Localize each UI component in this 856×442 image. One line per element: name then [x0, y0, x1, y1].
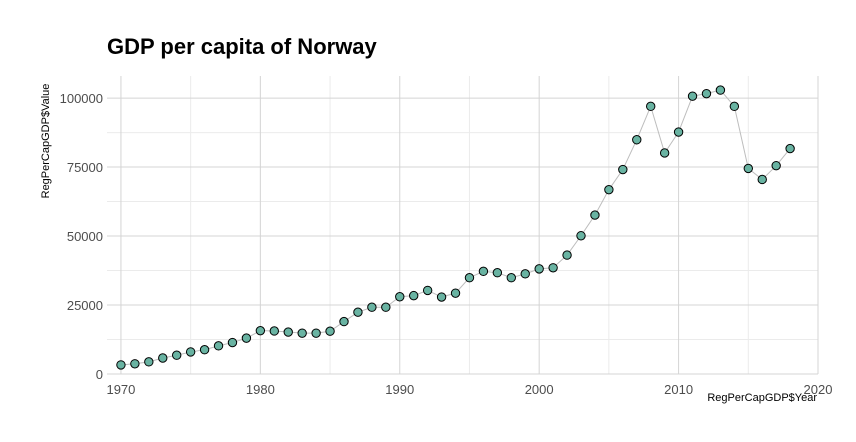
- data-point: [562, 250, 572, 260]
- data-point: [632, 135, 642, 145]
- data-point: [199, 345, 210, 355]
- data-point: [213, 341, 224, 351]
- data-point: [395, 292, 405, 302]
- y-tick-label: 100000: [60, 91, 103, 106]
- data-point: [506, 273, 516, 283]
- y-axis-title: RegPerCapGDP$Value: [40, 84, 52, 199]
- data-point: [255, 325, 266, 336]
- data-point: [520, 269, 530, 279]
- series-path: [120, 89, 791, 366]
- y-tick-label: 25000: [67, 298, 103, 313]
- y-tick-label: 75000: [67, 160, 103, 175]
- data-point: [297, 328, 307, 338]
- data-point: [646, 101, 656, 112]
- data-point: [269, 326, 279, 336]
- data-point: [325, 326, 335, 336]
- grid-major: [107, 76, 819, 375]
- data-point: [673, 127, 684, 137]
- y-tick-label: 0: [96, 367, 103, 382]
- data-point: [185, 347, 196, 357]
- data-point: [172, 350, 182, 360]
- data-point: [367, 302, 377, 312]
- data-points: [116, 85, 795, 370]
- x-axis-ticks: 1970 1980 1990 2000 2010 2020: [106, 382, 832, 397]
- data-point: [436, 292, 447, 302]
- data-point: [464, 273, 475, 283]
- data-point: [715, 85, 726, 95]
- y-axis-ticks: 0 25000 50000 75000 100000: [60, 91, 103, 382]
- data-point: [771, 160, 781, 171]
- data-point: [743, 163, 753, 174]
- data-point: [158, 353, 168, 363]
- data-point: [492, 268, 503, 278]
- x-tick-label: 1980: [246, 382, 275, 397]
- y-tick-label: 50000: [67, 229, 103, 244]
- grid-minor: [107, 76, 818, 374]
- data-point: [701, 88, 712, 99]
- data-point: [785, 143, 795, 154]
- x-tick-label: 1970: [106, 382, 135, 397]
- x-tick-label: 2020: [804, 382, 833, 397]
- data-point: [227, 337, 238, 348]
- data-point: [604, 184, 614, 195]
- data-point: [116, 360, 126, 370]
- data-point: [339, 316, 349, 327]
- data-point: [353, 307, 363, 317]
- data-point: [283, 327, 293, 337]
- data-point: [478, 266, 489, 277]
- chart-title: GDP per capita of Norway: [107, 34, 377, 59]
- data-point: [618, 164, 628, 175]
- data-point: [311, 328, 321, 338]
- data-point: [729, 101, 740, 112]
- x-axis-title: RegPerCapGDP$Year: [707, 392, 817, 404]
- data-point: [130, 359, 140, 369]
- data-point: [241, 333, 252, 343]
- data-point: [576, 231, 586, 241]
- data-point: [422, 285, 433, 296]
- x-tick-label: 1990: [385, 382, 414, 397]
- data-point: [659, 148, 670, 158]
- data-point: [687, 91, 698, 101]
- x-tick-label: 2000: [525, 382, 554, 397]
- data-point: [534, 264, 544, 274]
- data-point: [450, 288, 461, 298]
- data-point: [409, 290, 419, 301]
- data-point: [757, 174, 767, 185]
- data-point: [548, 263, 558, 273]
- series-line: [120, 89, 791, 366]
- x-tick-label: 2010: [664, 382, 693, 397]
- data-point: [144, 357, 154, 367]
- data-point: [590, 210, 600, 220]
- data-point: [381, 302, 391, 312]
